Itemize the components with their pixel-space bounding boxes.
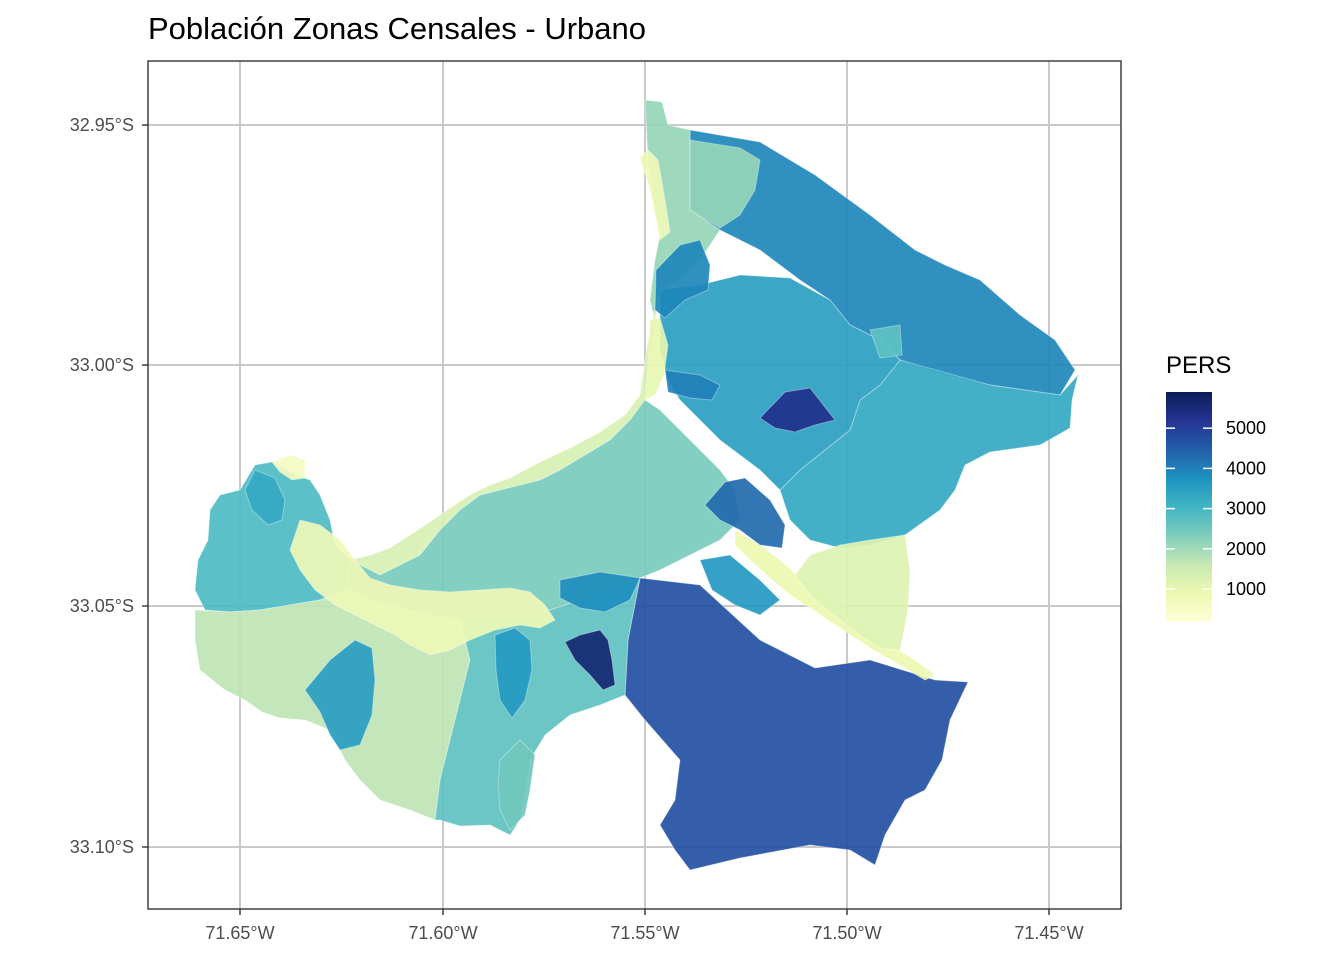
zone-sur-b bbox=[497, 739, 536, 831]
zone-cerro-a bbox=[304, 639, 376, 751]
zone-norte-b bbox=[689, 139, 761, 229]
zone-centro-c bbox=[664, 369, 721, 401]
zone-faja-costa bbox=[644, 317, 669, 401]
zone-cerro-b bbox=[244, 469, 286, 526]
y-tick-label: 33.05°S bbox=[70, 596, 134, 616]
x-tick-label: 71.60°W bbox=[408, 923, 477, 943]
x-tick-label: 71.45°W bbox=[1014, 923, 1083, 943]
legend-colorbar bbox=[1166, 392, 1212, 622]
zone-centro-a bbox=[704, 477, 786, 549]
legend-ticks bbox=[1166, 427, 1212, 590]
x-tick-label: 71.55°W bbox=[610, 923, 679, 943]
zone-plan-b bbox=[639, 149, 671, 241]
y-tick-label: 33.10°S bbox=[70, 837, 134, 857]
y-tick-label: 32.95°S bbox=[70, 115, 134, 135]
census-zones bbox=[194, 99, 1079, 871]
zone-este-b bbox=[699, 554, 781, 616]
zone-alto-dense bbox=[759, 387, 836, 433]
zone-norte-a bbox=[654, 239, 711, 319]
zone-plan-a bbox=[271, 454, 306, 481]
legend-labels: 5000 4000 3000 2000 1000 bbox=[1226, 418, 1266, 599]
legend-label: 5000 bbox=[1226, 418, 1266, 438]
x-tick-label: 71.65°W bbox=[205, 923, 274, 943]
legend-label: 4000 bbox=[1226, 458, 1266, 478]
y-tick-label: 33.00°S bbox=[70, 355, 134, 375]
legend-label: 3000 bbox=[1226, 499, 1266, 519]
axis-ticks bbox=[142, 124, 1050, 915]
x-tick-label: 71.50°W bbox=[812, 923, 881, 943]
zone-sur-grande bbox=[624, 577, 969, 871]
legend-label: 1000 bbox=[1226, 579, 1266, 599]
legend: PERS 5000 4000 3000 2000 1000 bbox=[1166, 352, 1266, 622]
chart-title: Población Zonas Censales - Urbano bbox=[148, 11, 646, 46]
zone-este-a bbox=[869, 324, 903, 359]
legend-label: 2000 bbox=[1226, 539, 1266, 559]
panel-border bbox=[147, 60, 1122, 910]
zone-centro-b bbox=[559, 571, 641, 613]
zone-sur-a bbox=[494, 627, 533, 719]
zone-centro-norte bbox=[659, 274, 901, 491]
zone-sur-dense bbox=[564, 629, 616, 691]
zone-sureste bbox=[794, 534, 911, 651]
zone-plan-costero bbox=[289, 519, 556, 656]
legend-title: PERS bbox=[1166, 352, 1231, 379]
